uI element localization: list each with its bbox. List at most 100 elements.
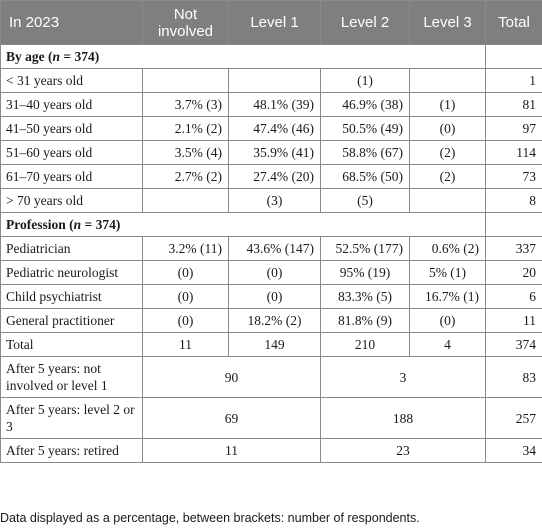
header-level3: Level 3 [409,0,486,45]
table-row-total: Total 11 149 210 4 374 [0,332,542,357]
data-table: In 2023 Not involved Level 1 Level 2 Lev… [0,0,542,463]
header-not-involved: Not involved [142,0,229,45]
cell-not-involved: (0) [142,260,229,285]
cell-level1: 47.4% (46) [228,116,321,141]
cell-level3: (2) [409,164,486,189]
cell-level3: 16.7% (1) [409,284,486,309]
row-label: Total [0,332,143,357]
cell-after5-left: 11 [142,438,321,463]
section-title-profession: Profession (n = 374) [0,212,486,237]
cell-level1: 27.4% (20) [228,164,321,189]
row-label: < 31 years old [0,68,143,93]
cell-after5-right: 23 [320,438,486,463]
row-label: Pediatric neurologist [0,260,143,285]
table-row: General practitioner (0) 18.2% (2) 81.8%… [0,308,542,333]
cell-total: 1 [485,68,542,93]
cell-level2: 95% (19) [320,260,410,285]
cell-level2: 81.8% (9) [320,308,410,333]
cell-level3: (0) [409,308,486,333]
row-label: Child psychiatrist [0,284,143,309]
table-footnote: Data displayed as a percentage, between … [0,511,420,525]
cell-total: 337 [485,236,542,261]
section-title-suffix: = 374) [81,216,121,232]
cell-total: 11 [485,308,542,333]
cell-level3: (2) [409,140,486,165]
cell-total: 8 [485,188,542,213]
section-title-n: n [73,216,82,232]
cell-level1: (3) [228,188,321,213]
cell-not-involved: 11 [142,332,229,357]
section-empty-cell [485,44,542,69]
cell-after5-left: 90 [142,356,321,398]
row-label: > 70 years old [0,188,143,213]
cell-total: 257 [485,397,542,439]
cell-not-involved: 2.1% (2) [142,116,229,141]
cell-not-involved [142,68,229,93]
header-level2: Level 2 [320,0,410,45]
table-row: 61–70 years old 2.7% (2) 27.4% (20) 68.5… [0,164,542,189]
cell-not-involved: (0) [142,284,229,309]
cell-level2: 68.5% (50) [320,164,410,189]
cell-not-involved: (0) [142,308,229,333]
section-row-by-age: By age (n = 374) [0,44,542,69]
cell-not-involved [142,188,229,213]
table-row-after5: After 5 years: not involved or level 1 9… [0,356,542,398]
cell-level1: 18.2% (2) [228,308,321,333]
section-empty-cell [485,212,542,237]
cell-level3 [409,68,486,93]
cell-level1: (0) [228,284,321,309]
section-title-n: n [52,48,61,64]
cell-level2: 46.9% (38) [320,92,410,117]
section-title-prefix: Profession ( [6,216,74,232]
cell-level1: 149 [228,332,321,357]
section-title-by-age: By age (n = 374) [0,44,486,69]
cell-total: 83 [485,356,542,398]
cell-level3: 0.6% (2) [409,236,486,261]
cell-level1 [228,68,321,93]
cell-not-involved: 3.2% (11) [142,236,229,261]
table-row: Pediatric neurologist (0) (0) 95% (19) 5… [0,260,542,285]
header-row: In 2023 Not involved Level 1 Level 2 Lev… [0,0,542,45]
cell-level2: 210 [320,332,410,357]
cell-after5-right: 188 [320,397,486,439]
cell-total: 73 [485,164,542,189]
table-row: Pediatrician 3.2% (11) 43.6% (147) 52.5%… [0,236,542,261]
row-label: 41–50 years old [0,116,143,141]
cell-total: 97 [485,116,542,141]
row-label: 31–40 years old [0,92,143,117]
table-row: 31–40 years old 3.7% (3) 48.1% (39) 46.9… [0,92,542,117]
table-row-after5: After 5 years: retired 11 23 34 [0,438,542,463]
cell-total: 6 [485,284,542,309]
cell-level2: (5) [320,188,410,213]
cell-total: 81 [485,92,542,117]
cell-level2: 50.5% (49) [320,116,410,141]
cell-not-involved: 3.5% (4) [142,140,229,165]
header-total: Total [485,0,542,45]
cell-total: 374 [485,332,542,357]
cell-level3: (1) [409,92,486,117]
cell-level3: (0) [409,116,486,141]
row-label: After 5 years: retired [0,438,143,463]
section-title-prefix: By age ( [6,48,53,64]
cell-level2: 52.5% (177) [320,236,410,261]
table-row-after5: After 5 years: level 2 or 3 69 188 257 [0,397,542,439]
cell-after5-left: 69 [142,397,321,439]
cell-level3: 5% (1) [409,260,486,285]
cell-level1: (0) [228,260,321,285]
row-label: General practitioner [0,308,143,333]
section-title-suffix: = 374) [60,48,100,64]
table-row: < 31 years old (1) 1 [0,68,542,93]
cell-total: 34 [485,438,542,463]
row-label: After 5 years: not involved or level 1 [0,356,143,398]
section-row-profession: Profession (n = 374) [0,212,542,237]
cell-total: 114 [485,140,542,165]
cell-level1: 48.1% (39) [228,92,321,117]
table-row: > 70 years old (3) (5) 8 [0,188,542,213]
row-label: Pediatrician [0,236,143,261]
cell-level1: 35.9% (41) [228,140,321,165]
table-row: 41–50 years old 2.1% (2) 47.4% (46) 50.5… [0,116,542,141]
table-body: By age (n = 374) < 31 years old (1) 1 31… [0,44,542,463]
table-row: Child psychiatrist (0) (0) 83.3% (5) 16.… [0,284,542,309]
table-header: In 2023 Not involved Level 1 Level 2 Lev… [0,0,542,45]
cell-not-involved: 3.7% (3) [142,92,229,117]
